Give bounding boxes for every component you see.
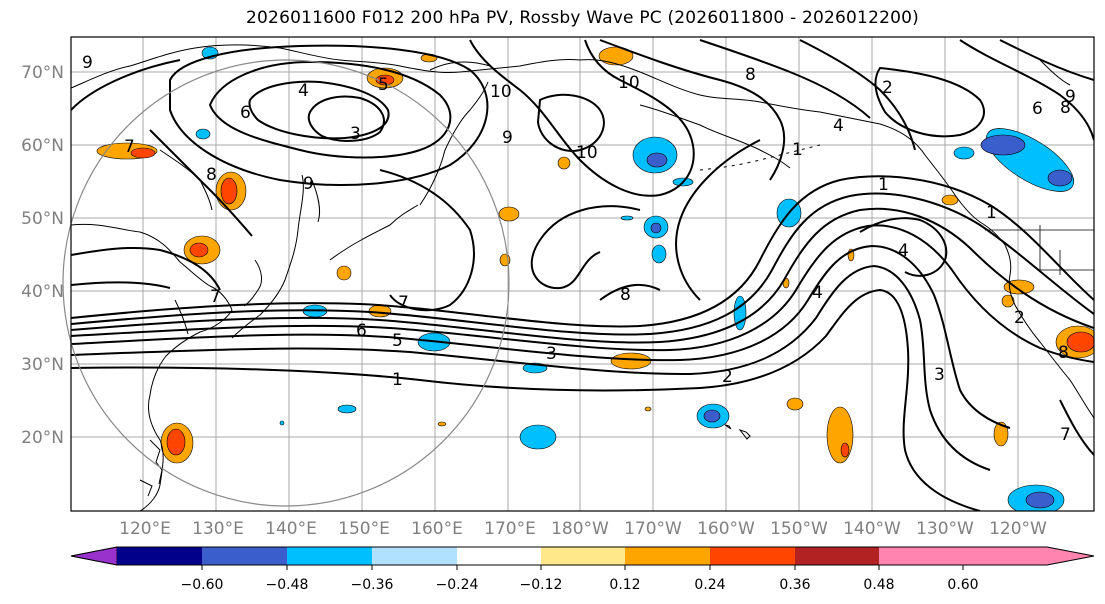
- colorbar-bin: [287, 547, 372, 565]
- contour-label: 8: [620, 285, 631, 305]
- longitude-labels: 120°E 130°E 140°E 150°E 160°E 170°E 180°…: [119, 519, 1047, 539]
- contour-label: 6: [356, 321, 367, 341]
- colorbar-bin: [795, 547, 879, 565]
- contour-label: 10: [490, 82, 512, 102]
- colorbar-bin: [372, 547, 457, 565]
- lon-label: 180°W: [551, 519, 609, 539]
- lon-label: 150°E: [338, 519, 390, 539]
- pv-contours: [71, 39, 1094, 511]
- colorbar-tick-label: 0.12: [609, 577, 640, 593]
- colorbar-bin: [541, 547, 625, 565]
- contour-label: 3: [934, 365, 945, 385]
- lat-label: 30°N: [21, 355, 64, 375]
- colorbar: −0.60 −0.48 −0.36 −0.24 −0.12 0.12 0.24 …: [70, 546, 1095, 593]
- lon-label: 160°E: [411, 519, 463, 539]
- lon-label: 120°E: [119, 519, 171, 539]
- contour-label: 4: [833, 116, 844, 136]
- contour-label: 2: [722, 367, 733, 387]
- contour-label: 1: [392, 370, 403, 390]
- contour-label: 1: [878, 175, 889, 195]
- colorbar-bin: [202, 547, 287, 565]
- colorbar-tick-label: −0.12: [520, 577, 563, 593]
- contour-label: 1: [986, 203, 997, 223]
- lat-label: 60°N: [21, 136, 64, 156]
- contour-label: 1: [792, 140, 803, 160]
- colorbar-tick-label: −0.48: [266, 577, 309, 593]
- lat-label: 70°N: [21, 63, 64, 83]
- map-border: [70, 36, 1095, 512]
- lon-label: 140°W: [843, 519, 901, 539]
- contour-label: 8: [745, 65, 756, 85]
- contour-label: 9: [303, 174, 314, 194]
- colorbar-tick-label: 0.24: [694, 577, 725, 593]
- colorbar-left-arrow: [70, 546, 118, 566]
- contour-labels: 9 4 5 3 6 10 10 9 10 8 2 4 9 6 8 7 8 9 1…: [82, 53, 1076, 445]
- colorbar-bin: [457, 547, 541, 565]
- coastlines: [71, 44, 1094, 511]
- contour-label: 7: [398, 293, 409, 313]
- colorbar-tick-label: −0.60: [181, 577, 224, 593]
- contour-label: 2: [882, 78, 893, 98]
- reference-circle: [62, 59, 510, 507]
- colorbar-tick-label: −0.36: [351, 577, 394, 593]
- contour-label: 2: [1014, 308, 1025, 328]
- contour-label: 4: [898, 241, 909, 261]
- colorbar-bin: [625, 547, 710, 565]
- colorbar-tick-label: 0.36: [779, 577, 810, 593]
- contour-label: 10: [618, 73, 640, 93]
- lon-label: 130°W: [916, 519, 974, 539]
- lon-label: 170°E: [484, 519, 536, 539]
- latitude-labels: 70°N 60°N 50°N 40°N 30°N 20°N: [21, 63, 64, 448]
- contour-label: 5: [392, 331, 403, 351]
- contour-label: 9: [82, 53, 93, 73]
- lon-label: 140°E: [265, 519, 317, 539]
- colorbar-bin: [710, 547, 795, 565]
- map-area: [71, 37, 1094, 511]
- contour-label: 7: [1060, 425, 1071, 445]
- map-title: 2026011600 F012 200 hPa PV, Rossby Wave …: [246, 8, 919, 28]
- contour-label: 4: [298, 81, 309, 101]
- lon-label: 130°E: [192, 519, 244, 539]
- colorbar-bin: [117, 547, 202, 565]
- colorbar-bin: [879, 547, 963, 565]
- colorbar-tick-label: −0.24: [436, 577, 479, 593]
- contour-label: 9: [502, 128, 513, 148]
- lon-label: 160°W: [697, 519, 755, 539]
- contour-label: 7: [210, 287, 221, 307]
- colorbar-outline: [70, 546, 1095, 566]
- lon-label: 120°W: [989, 519, 1047, 539]
- contour-label: 4: [812, 283, 823, 303]
- colorbar-tick-label: 0.48: [863, 577, 894, 593]
- contour-label: 10: [576, 143, 598, 163]
- lat-label: 50°N: [21, 209, 64, 229]
- colorbar-ticks: −0.60 −0.48 −0.36 −0.24 −0.12 0.12 0.24 …: [181, 565, 979, 593]
- lat-label: 20°N: [21, 428, 64, 448]
- rossby-wave-pc-fill: [96, 46, 1094, 511]
- lon-label: 170°W: [624, 519, 682, 539]
- contour-label: 6: [240, 103, 251, 123]
- contour-label: 3: [546, 344, 557, 364]
- contour-label: 8: [206, 165, 217, 185]
- contour-label: 7: [124, 137, 135, 157]
- contour-label: 9: [1065, 87, 1076, 107]
- lat-label: 40°N: [21, 282, 64, 302]
- contour-label: 5: [378, 75, 389, 95]
- contour-label: 6: [1032, 99, 1043, 119]
- contour-label: 3: [350, 124, 361, 144]
- contour-label: 8: [1060, 98, 1071, 118]
- contour-label: 8: [1058, 343, 1069, 363]
- colorbar-tick-label: 0.60: [947, 577, 978, 593]
- lon-label: 150°W: [770, 519, 828, 539]
